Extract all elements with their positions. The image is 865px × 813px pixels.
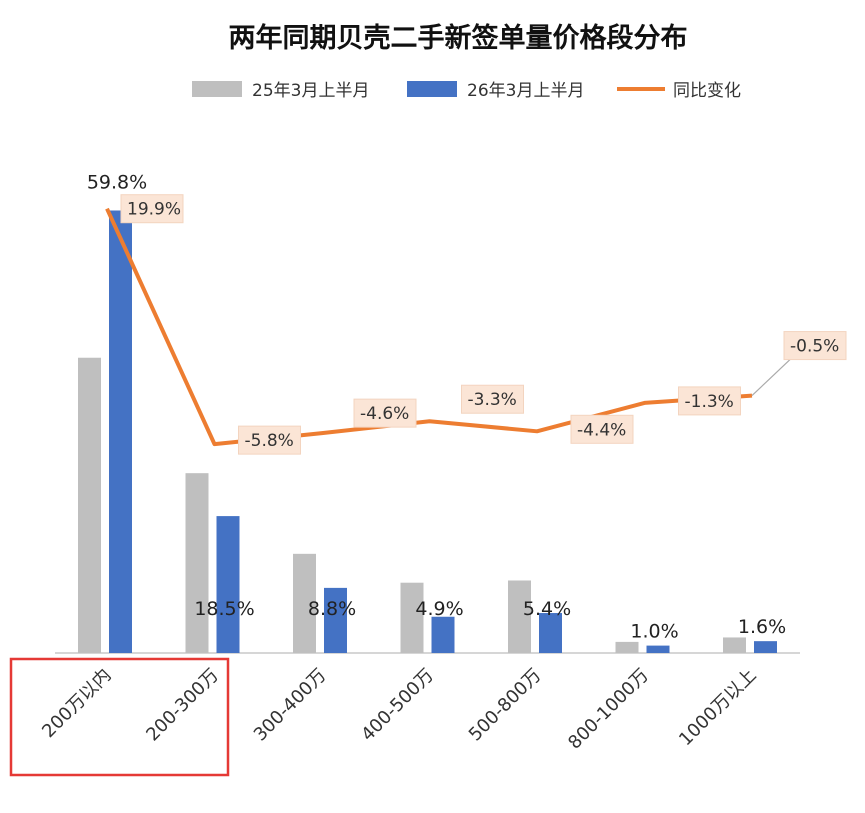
legend-label-2026: 26年3月上半月 <box>467 81 584 101</box>
yoy-label-box-5 <box>678 386 741 416</box>
value-label-2026-2: 8.8% <box>308 598 356 620</box>
yoy-label-4: -4.4% <box>577 420 626 440</box>
highlight-box <box>9 657 230 777</box>
legend-swatch-2025 <box>192 81 242 97</box>
value-label-2026-3: 4.9% <box>415 598 463 620</box>
yoy-label-0: 19.9% <box>127 200 181 220</box>
bars <box>78 210 777 654</box>
yoy-label-3: -3.3% <box>468 390 517 410</box>
bar-2025-0 <box>78 357 101 653</box>
yoy-label-box-2 <box>353 398 417 428</box>
bar-2026-3 <box>431 616 455 653</box>
value-label-2026-4: 5.4% <box>523 598 571 620</box>
x-tick-label-4: 500-800万 <box>465 665 546 746</box>
yoy-leader-line-6 <box>751 359 791 397</box>
bar-2025-2 <box>293 553 316 653</box>
bar-2026-2 <box>324 587 347 653</box>
value-labels: 59.8% 18.5% 8.8% 4.9% 5.4% 1.0% 1.6% <box>87 171 786 642</box>
yoy-line <box>105 207 753 447</box>
bar-2025-1 <box>185 473 209 653</box>
yoy-label-box-1 <box>238 425 301 455</box>
legend-label-2025: 25年3月上半月 <box>252 81 369 101</box>
value-label-2026-0: 59.8% <box>87 171 147 193</box>
yoy-label-6: -0.5% <box>790 337 839 357</box>
yoy-label-box-6 <box>783 331 847 361</box>
yoy-label-1: -5.8% <box>245 431 294 451</box>
bar-2025-6 <box>723 637 746 653</box>
bar-2026-0 <box>109 210 132 654</box>
x-tick-label-3: 400-500万 <box>357 665 438 746</box>
bar-2026-5 <box>646 645 670 653</box>
x-tick-label-2: 300-400万 <box>250 665 331 746</box>
bar-2025-5 <box>615 641 639 653</box>
value-label-2026-5: 1.0% <box>630 621 678 643</box>
x-tick-label-1: 200-300万 <box>142 665 223 746</box>
x-tick-label-5: 800-1000万 <box>564 665 653 754</box>
x-tick-labels: 200万以内 200-300万 300-400万 400-500万 500-800万 80… <box>38 665 760 754</box>
value-label-2026-6: 1.6% <box>738 616 786 638</box>
yoy-label-box-3 <box>461 384 524 414</box>
yoy-label-5: -1.3% <box>685 392 734 412</box>
chart-title: 两年同期贝壳二手新签单量价格段分布 <box>229 22 688 54</box>
bar-2026-4 <box>539 613 562 653</box>
x-tick-label-0: 200万以内 <box>38 665 115 742</box>
yoy-line-layer <box>105 207 753 447</box>
x-tick-label-6: 1000万以上 <box>675 665 760 750</box>
legend-swatch-2026 <box>407 81 457 97</box>
legend: 25年3月上半月 26年3月上半月 同比变化 <box>192 81 741 101</box>
yoy-label-box-0 <box>120 194 184 224</box>
yoy-label-2: -4.6% <box>360 404 409 424</box>
bar-2025-3 <box>400 582 424 653</box>
legend-label-yoy: 同比变化 <box>673 81 741 101</box>
value-label-2026-1: 18.5% <box>194 598 254 620</box>
bar-2025-4 <box>508 580 531 653</box>
yoy-labels: 19.9% -5.8% -4.6% -3.3% -4.4% -1.3% -0.5% <box>120 194 847 455</box>
bar-2026-6 <box>754 641 777 653</box>
yoy-label-box-4 <box>570 414 634 444</box>
bar-2026-1 <box>216 516 240 653</box>
